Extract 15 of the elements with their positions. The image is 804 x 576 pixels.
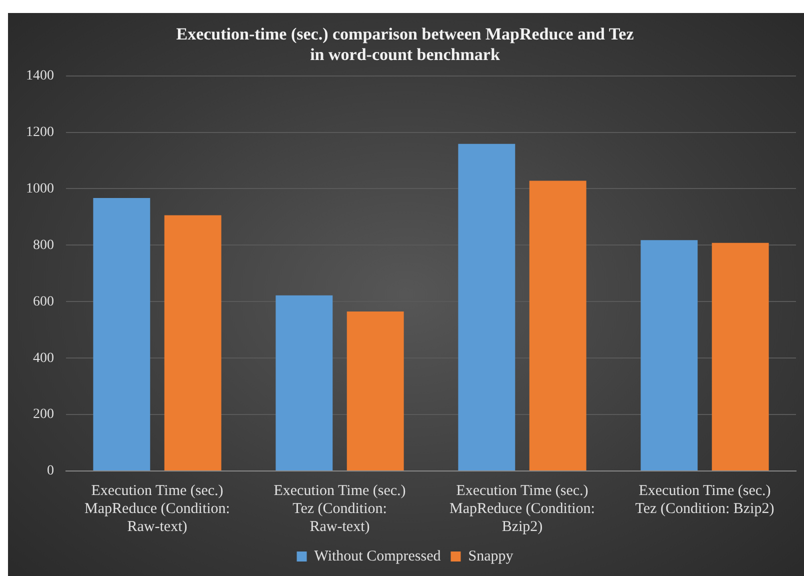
y-tick-label: 200 <box>33 407 54 422</box>
y-tick-label: 1200 <box>26 124 54 140</box>
chart-title: Execution-time (sec.) comparison between MapReduce and Tez in word-count benchmark <box>176 24 634 64</box>
x-tick-label: Execution Time (sec.) MapReduce (Condition: Bzip2) <box>450 482 595 535</box>
y-tick-label: 1400 <box>26 68 54 84</box>
x-tick-label: Execution Time (sec.) Tez (Condition: Raw-text) <box>274 482 406 535</box>
y-tick-label: 0 <box>47 464 54 479</box>
y-tick-label: 800 <box>33 238 54 253</box>
legend-label: Snappy <box>468 548 514 564</box>
x-tick-label: Execution Time (sec.) MapReduce (Condition: Raw-text) <box>84 482 230 535</box>
legend-label: Without Compressed <box>314 548 442 564</box>
y-tick-label: 600 <box>33 294 54 310</box>
x-tick-label: Execution Time (sec.) Tez (Condition: Bzip2) <box>635 482 774 517</box>
y-tick-label: 1000 <box>26 181 54 196</box>
y-tick-label: 400 <box>33 350 54 366</box>
